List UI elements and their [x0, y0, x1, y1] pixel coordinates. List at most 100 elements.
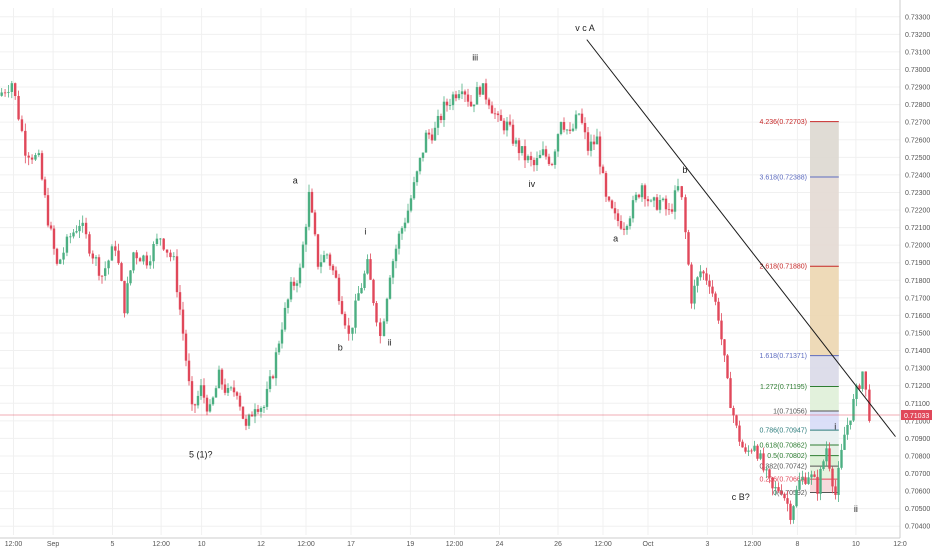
- candle-up: [360, 287, 363, 294]
- y-tick-label: 0.70500: [905, 506, 930, 513]
- candle-down: [762, 453, 765, 471]
- fib-level-label: 0.382(0.70742): [760, 464, 807, 471]
- candle-down: [487, 99, 491, 106]
- candle-down: [30, 157, 34, 160]
- candle-up: [274, 352, 278, 379]
- candle-up: [199, 385, 203, 396]
- candle-up: [658, 199, 662, 210]
- candle-down: [544, 149, 548, 157]
- candle-up: [78, 225, 81, 232]
- candle-down: [529, 156, 533, 160]
- candle-up: [412, 182, 416, 199]
- candle-up: [514, 140, 518, 144]
- candle-up: [214, 388, 218, 398]
- candle-up: [676, 186, 680, 191]
- y-tick-label: 0.71500: [905, 330, 930, 337]
- candle-down: [646, 199, 650, 202]
- candle-up: [388, 277, 392, 299]
- fib-level-label: 2.618(0.71880): [760, 264, 807, 271]
- candle-down: [310, 191, 314, 213]
- candle-down: [687, 232, 690, 265]
- candle-up: [436, 115, 440, 128]
- candle-down: [40, 153, 44, 180]
- candle-down: [369, 259, 372, 280]
- candle-up: [433, 127, 437, 141]
- candle-up: [319, 262, 323, 267]
- candle-down: [220, 369, 224, 385]
- candle-down: [831, 468, 834, 487]
- candle-up: [795, 489, 798, 507]
- candle-up: [72, 232, 75, 237]
- candle-up: [661, 198, 665, 200]
- candle-down: [17, 95, 20, 120]
- candle-up: [565, 129, 569, 131]
- fib-band: [810, 176, 839, 267]
- candle-up: [807, 477, 810, 484]
- wave-label: i: [364, 227, 366, 237]
- candle-down: [598, 136, 602, 167]
- candle-up: [229, 387, 233, 389]
- y-tick-label: 0.73200: [905, 32, 930, 39]
- wave-label: ii: [854, 504, 858, 514]
- candle-up: [553, 151, 557, 165]
- candle-down: [454, 94, 458, 99]
- candle-down: [52, 228, 56, 249]
- candle-down: [292, 281, 296, 286]
- y-tick-label: 0.72800: [905, 102, 930, 109]
- fib-band: [810, 355, 839, 387]
- y-tick-label: 0.71100: [905, 401, 930, 408]
- candle-up: [526, 156, 530, 161]
- candle-down: [241, 406, 245, 419]
- candle-down: [271, 376, 275, 379]
- candle-down: [708, 280, 711, 287]
- fib-band: [810, 410, 839, 431]
- candle-down: [610, 200, 614, 209]
- candle-up: [852, 398, 855, 421]
- candle-up: [693, 285, 696, 304]
- candle-up: [382, 321, 386, 336]
- candle-down: [235, 392, 239, 396]
- candle-up: [541, 149, 545, 155]
- candle-down: [469, 101, 473, 107]
- candle-up: [535, 158, 539, 166]
- candle-down: [123, 280, 126, 314]
- candle-down: [723, 339, 726, 356]
- candle-up: [262, 406, 266, 409]
- x-tick-label: 26: [554, 541, 562, 548]
- fib-band: [810, 455, 839, 467]
- candle-down: [550, 164, 554, 165]
- candle-up: [322, 255, 326, 263]
- candles-layer: [0, 78, 871, 525]
- candle-down: [729, 378, 732, 408]
- candle-down: [478, 87, 482, 95]
- candle-down: [97, 257, 101, 276]
- fibonacci-extension[interactable]: 0(0.70592) 0.236(0.70668) 0.382(0.70742) 0.…: [760, 119, 839, 497]
- candle-down: [601, 166, 605, 174]
- candle-up: [792, 506, 795, 520]
- candle-up: [649, 200, 653, 202]
- candle-down: [493, 113, 497, 115]
- candle-up: [354, 300, 357, 328]
- candle-up: [142, 255, 145, 262]
- wave-label: ii: [388, 337, 392, 347]
- candle-down: [334, 270, 338, 278]
- candle-down: [720, 320, 723, 340]
- candle-down: [145, 255, 149, 266]
- candle-down: [379, 322, 382, 336]
- candle-up: [107, 260, 110, 269]
- candle-down: [256, 409, 260, 412]
- candle-down: [828, 448, 831, 469]
- fib-level-label: 0(0.70592): [773, 490, 807, 497]
- candle-up: [301, 244, 305, 268]
- candle-up: [307, 191, 311, 227]
- candle-up: [406, 210, 410, 223]
- fib-level-label: 1.618(0.71371): [760, 353, 807, 360]
- candle-down: [49, 225, 53, 229]
- y-tick-label: 0.73300: [905, 14, 930, 21]
- candle-down: [13, 83, 17, 96]
- y-tick-label: 0.70900: [905, 436, 930, 443]
